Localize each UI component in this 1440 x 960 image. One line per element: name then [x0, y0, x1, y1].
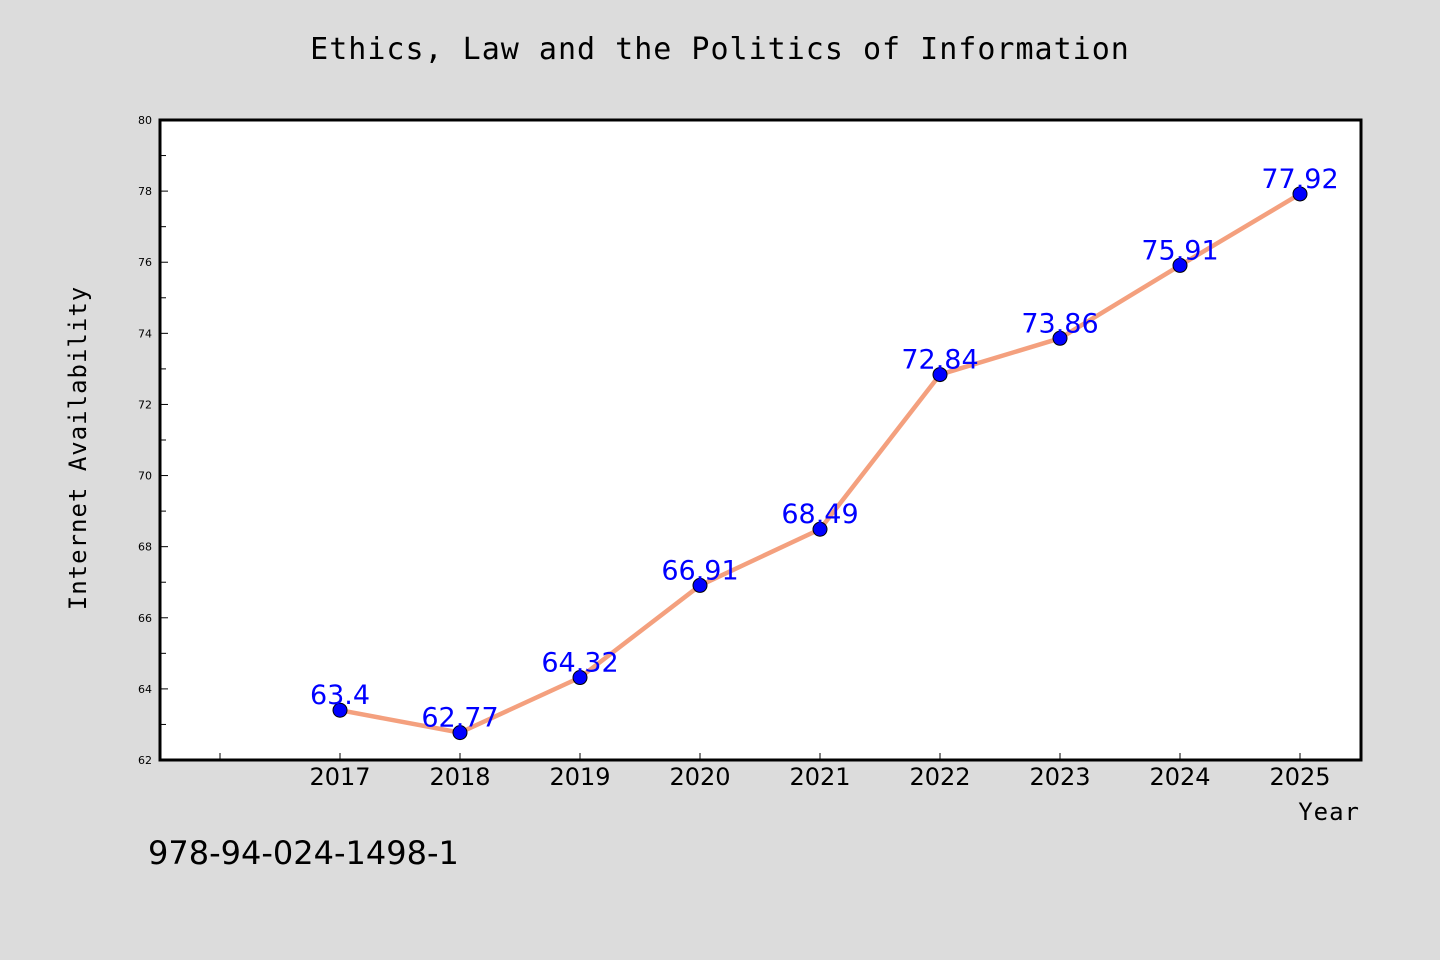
plot-area [158, 118, 1363, 762]
data-label: 63.4 [310, 680, 370, 711]
x-tick-label: 2025 [1269, 763, 1330, 791]
y-tick-label: 70 [138, 470, 152, 483]
x-tick-label: 2024 [1149, 763, 1210, 791]
x-tick-label: 2022 [909, 763, 970, 791]
x-tick-label: 2023 [1029, 763, 1090, 791]
data-label: 75.91 [1141, 235, 1218, 266]
isbn-label: 978-94-024-1498-1 [148, 834, 459, 872]
data-label: 77.92 [1261, 164, 1338, 195]
data-point [332, 702, 348, 718]
y-tick-label: 76 [138, 256, 152, 269]
x-axis: 2017 2018 2019 2020 2021 2022 2023 2024 2025 [219, 753, 1331, 791]
data-label: 72.84 [901, 345, 978, 376]
x-tick-label: 2017 [309, 763, 370, 791]
data-point [1172, 257, 1188, 273]
data-point [932, 367, 948, 383]
chart-title: Ethics, Law and the Politics of Informat… [310, 32, 1130, 67]
y-tick-label: 80 [138, 114, 152, 127]
x-axis-title: Year [1298, 798, 1360, 826]
x-tick-label: 2018 [429, 763, 490, 791]
data-point [692, 577, 708, 593]
data-labels: 63.4 62.77 64.32 66.91 68.49 72.84 73.86 75.91 7… [310, 164, 1339, 734]
data-point [452, 725, 468, 741]
x-tick-label: 2019 [549, 763, 610, 791]
y-axis-title: Internet Availability [64, 286, 92, 610]
y-tick-label: 78 [138, 185, 152, 198]
data-points [332, 186, 1308, 741]
data-point [1292, 186, 1308, 202]
data-label: 66.91 [661, 555, 738, 586]
x-tick-label: 2020 [669, 763, 730, 791]
y-tick-label: 66 [138, 612, 152, 625]
data-point [1052, 330, 1068, 346]
y-tick-label: 64 [138, 683, 152, 696]
y-tick-label: 72 [138, 398, 152, 411]
data-label: 68.49 [781, 499, 858, 530]
y-tick-label: 62 [138, 754, 152, 767]
data-label: 62.77 [421, 703, 498, 734]
data-label: 64.32 [541, 648, 618, 679]
data-point [812, 521, 828, 537]
y-tick-label: 74 [138, 327, 152, 340]
data-point [572, 670, 588, 686]
data-label: 73.86 [1021, 308, 1098, 339]
x-tick-label: 2021 [789, 763, 850, 791]
y-tick-label: 68 [138, 541, 152, 554]
y-axis: 62 64 66 68 70 72 74 76 78 80 [138, 114, 168, 767]
